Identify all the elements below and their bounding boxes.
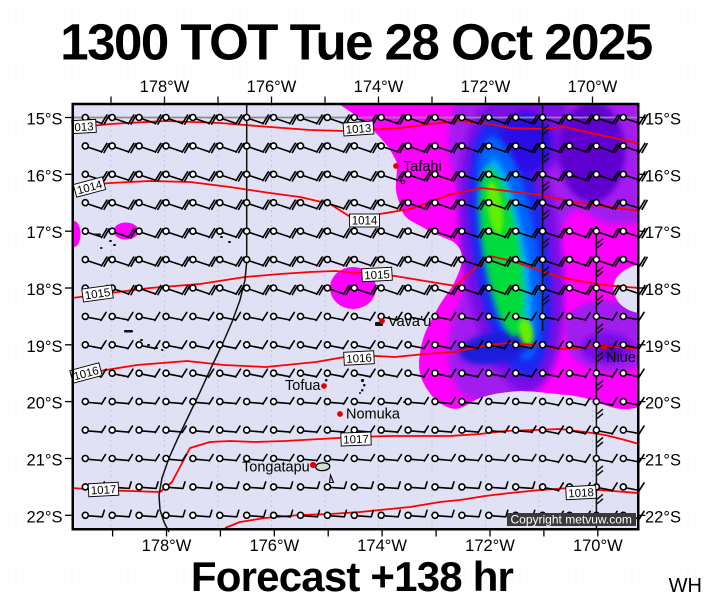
svg-text:1300 TOT Tue 28 Oct 2025: 1300 TOT Tue 28 Oct 2025 <box>60 14 652 71</box>
svg-text:19°S: 19°S <box>645 338 681 356</box>
svg-text:Tafahi: Tafahi <box>403 159 442 175</box>
svg-text:21°S: 21°S <box>645 452 681 470</box>
svg-text:18°S: 18°S <box>27 281 63 299</box>
svg-text:170°W: 170°W <box>573 537 623 555</box>
svg-text:1018: 1018 <box>568 487 594 500</box>
svg-text:17°S: 17°S <box>645 224 681 242</box>
svg-text:Nomuka: Nomuka <box>346 407 401 423</box>
svg-text:174°W: 174°W <box>354 78 404 96</box>
svg-text:013: 013 <box>74 121 94 134</box>
svg-text:174°W: 174°W <box>357 537 407 555</box>
svg-text:176°W: 176°W <box>247 78 297 96</box>
svg-text:1017: 1017 <box>343 434 369 447</box>
svg-text:18°S: 18°S <box>645 281 681 299</box>
svg-text:1015: 1015 <box>84 287 111 302</box>
svg-text:Niue: Niue <box>606 350 636 366</box>
svg-text:21°S: 21°S <box>27 452 63 470</box>
svg-text:1013: 1013 <box>345 123 371 137</box>
svg-text:20°S: 20°S <box>27 395 63 413</box>
svg-text:Tofua: Tofua <box>285 378 321 394</box>
svg-text:Tongatapu: Tongatapu <box>242 460 310 476</box>
svg-text:15°S: 15°S <box>27 111 63 129</box>
svg-text:178°W: 178°W <box>142 537 192 555</box>
svg-text:22°S: 22°S <box>27 508 63 526</box>
svg-text:17°S: 17°S <box>27 224 63 242</box>
svg-text:15°S: 15°S <box>645 111 681 129</box>
svg-text:172°W: 172°W <box>461 78 511 96</box>
svg-text:Vava’u: Vava’u <box>388 314 431 330</box>
svg-text:176°W: 176°W <box>249 537 299 555</box>
svg-text:170°W: 170°W <box>568 78 618 96</box>
svg-text:20°S: 20°S <box>645 395 681 413</box>
svg-text:1016: 1016 <box>346 353 372 366</box>
svg-text:22°S: 22°S <box>645 508 681 526</box>
svg-text:1014: 1014 <box>352 216 378 228</box>
svg-text:Copyright metvuw.com: Copyright metvuw.com <box>511 513 632 527</box>
svg-text:172°W: 172°W <box>465 537 515 555</box>
svg-text:178°W: 178°W <box>140 78 190 96</box>
svg-text:1017: 1017 <box>90 484 116 497</box>
svg-text:1015: 1015 <box>364 269 390 282</box>
svg-text:WH: WH <box>669 575 702 597</box>
svg-text:16°S: 16°S <box>645 167 681 185</box>
svg-text:16°S: 16°S <box>27 167 63 185</box>
svg-text:19°S: 19°S <box>27 338 63 356</box>
svg-text:Forecast +138 hr: Forecast +138 hr <box>191 553 514 600</box>
